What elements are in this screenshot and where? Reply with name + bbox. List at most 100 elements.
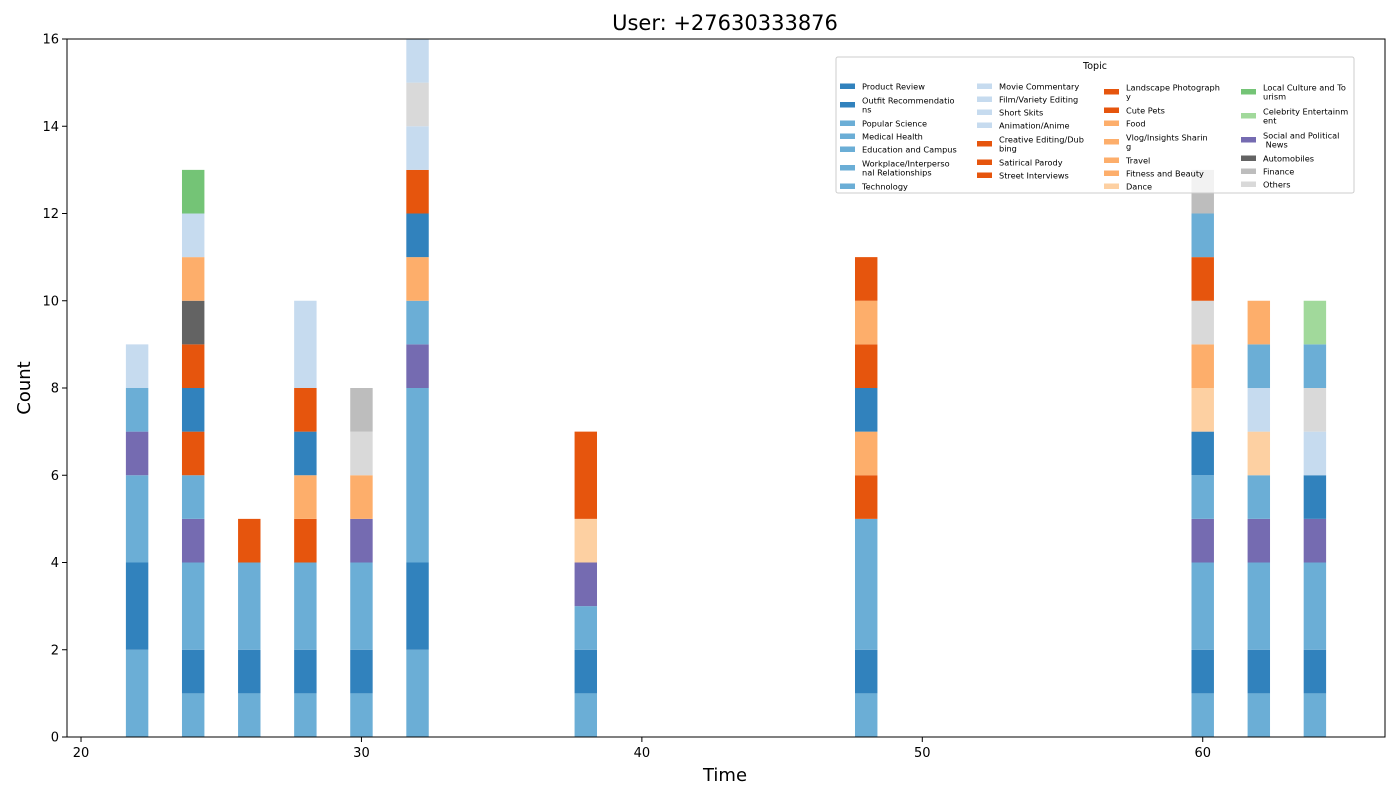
bar-segment: [294, 518, 317, 563]
bar-segment: [238, 562, 261, 650]
bars-layer: [125, 39, 1327, 737]
legend-label: Education and Campus: [862, 145, 957, 155]
bar-segment: [1303, 431, 1327, 476]
legend-swatch: [840, 133, 855, 139]
bar-segment: [181, 518, 205, 563]
bar-segment: [1191, 693, 1214, 737]
bar-segment: [350, 431, 373, 476]
bar-segment: [294, 431, 317, 476]
bar-segment: [406, 169, 429, 214]
legend-label: Technology: [861, 182, 908, 192]
y-tick-label: 12: [42, 207, 59, 222]
legend-label: Dance: [1126, 182, 1152, 192]
legend-swatch: [977, 83, 992, 89]
bar-segment: [854, 388, 878, 432]
legend-swatch: [1104, 183, 1119, 189]
bar-segment: [1247, 431, 1271, 476]
bar-segment: [181, 388, 205, 432]
legend-swatch: [840, 146, 855, 152]
bar-segment: [1191, 344, 1214, 388]
bar-segment: [1191, 257, 1214, 301]
bar-segment: [1303, 562, 1327, 650]
bar-segment: [1247, 475, 1271, 519]
bar-segment: [350, 693, 373, 737]
legend-label: Travel: [1125, 156, 1150, 166]
bar-segment: [1247, 649, 1271, 694]
x-tick-label: 30: [353, 746, 370, 761]
bar-segment: [1191, 518, 1214, 563]
legend-label: Cute Pets: [1126, 106, 1165, 116]
y-tick-label: 6: [51, 469, 59, 484]
bar-segment: [854, 431, 878, 476]
bar-segment: [574, 693, 598, 737]
bar-segment: [854, 693, 878, 737]
bar-segment: [1303, 649, 1327, 694]
bar-segment: [181, 169, 205, 214]
bar-segment: [294, 649, 317, 694]
bar-segment: [1191, 300, 1214, 345]
bar-segment: [350, 649, 373, 694]
legend-label: Workplace/Interperso nal Relationships: [862, 159, 950, 178]
legend-label: Vlog/Insights Sharin g: [1126, 133, 1208, 152]
legend-swatch: [840, 83, 855, 89]
bar-segment: [125, 431, 149, 476]
legend-title: Topic: [1082, 61, 1107, 72]
bar-segment: [854, 257, 878, 301]
legend-swatch: [977, 172, 992, 178]
bar-segment: [1303, 475, 1327, 519]
bar-segment: [1303, 344, 1327, 388]
bar-segment: [406, 649, 429, 737]
legend-label: Animation/Anime: [999, 121, 1070, 131]
legend-swatch: [1241, 168, 1256, 174]
legend: Topic Product Review Outfit Recommendatio n…: [835, 56, 1355, 194]
bar-segment: [294, 388, 317, 432]
bar-segment: [1303, 388, 1327, 432]
bar-segment: [181, 649, 205, 694]
legend-box: [835, 56, 1355, 194]
legend-label: Finance: [1263, 167, 1294, 177]
bar-segment: [238, 693, 261, 737]
legend-label: Landscape Photograph y: [1126, 83, 1220, 102]
x-tick-label: 50: [914, 746, 931, 761]
bar-segment: [125, 388, 149, 432]
legend-swatch: [1104, 107, 1119, 113]
y-tick-label: 4: [51, 556, 59, 571]
chart-title: User: +27630333876: [612, 11, 838, 35]
y-tick-label: 8: [51, 382, 59, 397]
legend-label: Automobiles: [1263, 154, 1314, 164]
bar-segment: [1191, 475, 1214, 519]
bar-segment: [1247, 300, 1271, 345]
legend-label: Product Review: [862, 82, 925, 92]
bar-segment: [350, 388, 373, 432]
legend-label: Fitness and Beauty: [1126, 169, 1204, 179]
bar-segment: [1191, 562, 1214, 650]
bar-segment: [406, 39, 429, 83]
legend-swatch: [1241, 181, 1256, 187]
legend-label: Medical Health: [862, 132, 923, 142]
y-tick-label: 14: [42, 120, 59, 135]
bar-segment: [854, 518, 878, 650]
bar-segment: [406, 562, 429, 650]
bar-segment: [1191, 388, 1214, 432]
y-tick-label: 10: [42, 294, 59, 309]
legend-swatch: [1241, 155, 1256, 161]
legend-label: Short Skits: [999, 108, 1043, 118]
bar-segment: [574, 649, 598, 694]
bar-segment: [125, 344, 149, 388]
bar-segment: [854, 344, 878, 388]
bar-segment: [294, 475, 317, 519]
bar-segment: [125, 562, 149, 650]
legend-swatch: [1104, 120, 1119, 126]
bar-segment: [350, 518, 373, 563]
bar-segment: [350, 562, 373, 650]
x-axis-title: Time: [702, 765, 747, 786]
x-tick-label: 40: [634, 746, 651, 761]
legend-swatch: [977, 109, 992, 115]
bar-segment: [574, 562, 598, 607]
bar-segment: [181, 257, 205, 301]
legend-swatch: [840, 120, 855, 126]
bar-segment: [294, 693, 317, 737]
legend-label: Others: [1263, 180, 1291, 190]
legend-swatch: [840, 165, 855, 171]
